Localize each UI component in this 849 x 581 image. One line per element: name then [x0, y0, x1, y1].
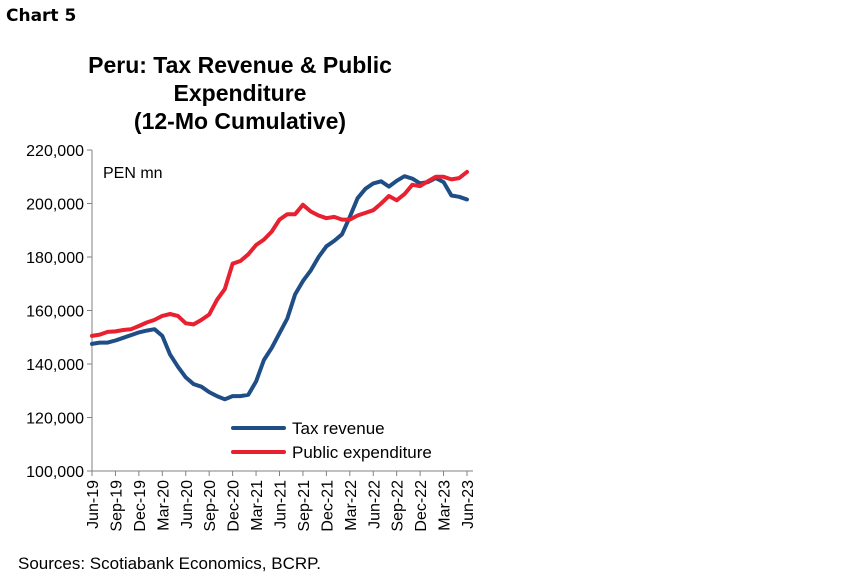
x-tick-label: Mar-23: [437, 480, 454, 531]
y-tick-label: 140,000: [26, 357, 84, 374]
sources-note: Sources: Scotiabank Economics, BCRP.: [18, 554, 321, 573]
x-tick-label: Dec-19: [132, 480, 149, 532]
x-tick-label: Jun-22: [366, 480, 383, 529]
x-tick-label: Jun-19: [85, 480, 102, 529]
y-tick-label: 220,000: [26, 143, 84, 160]
x-tick-label: Sep-22: [390, 480, 407, 532]
x-tick-label: Dec-22: [413, 480, 430, 532]
y-tick-label: 160,000: [26, 304, 84, 321]
chart-title-line: Expenditure: [174, 80, 307, 106]
x-tick-label: Mar-22: [343, 480, 360, 531]
x-tick-label: Jun-21: [273, 480, 290, 529]
x-tick-label: Mar-21: [249, 480, 266, 531]
x-tick-label: Mar-20: [155, 480, 172, 531]
x-tick-label: Sep-19: [108, 480, 125, 532]
legend-label: Public expenditure: [292, 443, 432, 462]
chart-title-line: Peru: Tax Revenue & Public: [88, 52, 392, 78]
y-tick-label: 100,000: [26, 464, 84, 481]
chart-label: Chart 5: [6, 6, 77, 26]
chart-title-line: (12-Mo Cumulative): [134, 108, 346, 134]
legend-label: Tax revenue: [292, 419, 385, 438]
x-tick-label: Dec-20: [226, 480, 243, 532]
y-tick-label: 200,000: [26, 197, 84, 214]
y-tick-label: 180,000: [26, 250, 84, 267]
unit-label: PEN mn: [103, 165, 163, 182]
x-tick-label: Jun-20: [179, 480, 196, 529]
series-line-0: [90, 174, 469, 402]
y-tick-label: 120,000: [26, 411, 84, 428]
x-tick-label: Sep-21: [296, 480, 313, 532]
x-tick-label: Sep-20: [202, 480, 219, 532]
x-tick-label: Jun-23: [460, 480, 477, 529]
x-tick-label: Dec-21: [319, 480, 336, 532]
series-line-1: [90, 169, 469, 338]
